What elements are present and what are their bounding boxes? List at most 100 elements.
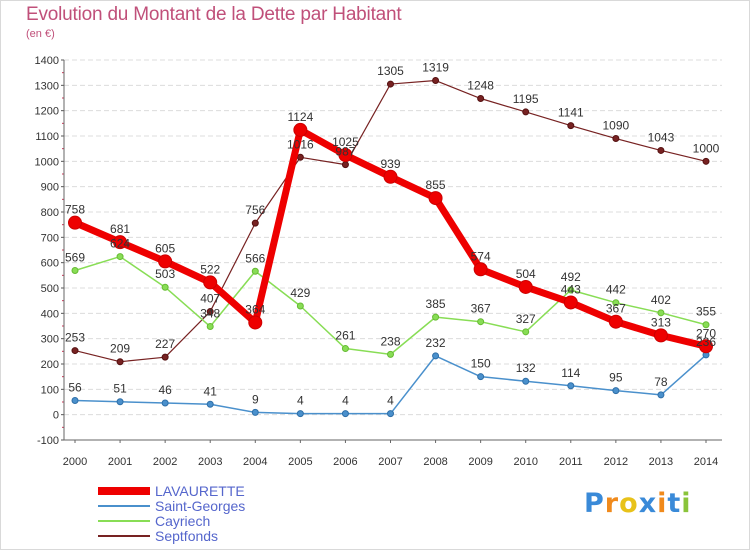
- data-label-saint-georges: 95: [609, 371, 623, 385]
- legend-swatch: [98, 487, 150, 495]
- x-tick-label: 2009: [468, 456, 492, 468]
- x-tick-label: 2006: [333, 456, 357, 468]
- x-tick-label: 2001: [108, 456, 132, 468]
- legend-swatch: [98, 520, 150, 522]
- legend-swatch: [98, 505, 150, 507]
- data-label-lavaurette: 367: [606, 302, 626, 316]
- data-label-saint-georges: 4: [387, 394, 394, 408]
- logo-letter: i: [681, 488, 692, 519]
- data-label-saint-georges: 51: [113, 382, 127, 396]
- data-label-cayriech: 367: [471, 302, 491, 316]
- data-point-septfonds: [116, 358, 124, 366]
- data-label-septfonds: 987: [335, 145, 355, 159]
- data-label-lavaurette: 855: [426, 178, 446, 192]
- data-point-saint-georges: [161, 399, 169, 407]
- data-point-lavaurette: [158, 254, 173, 269]
- data-label-septfonds: 1248: [467, 79, 494, 93]
- data-point-septfonds: [206, 308, 214, 316]
- data-label-cayriech: 385: [426, 297, 446, 311]
- y-tick-label: 1300: [35, 80, 59, 92]
- data-label-saint-georges: 114: [561, 366, 580, 380]
- data-label-lavaurette: 270: [696, 326, 716, 340]
- legend-label: LAVAURETTE: [155, 483, 245, 499]
- chart-unit: (en €): [26, 28, 55, 40]
- data-point-lavaurette: [203, 275, 218, 290]
- x-tick-label: 2011: [559, 456, 583, 468]
- data-label-lavaurette: 364: [245, 302, 265, 316]
- legend-label: Septfonds: [155, 528, 219, 544]
- logo-letter: o: [619, 488, 639, 519]
- data-point-septfonds: [161, 353, 169, 361]
- data-point-cayriech: [296, 302, 304, 310]
- y-tick-label: 1000: [35, 156, 59, 168]
- data-point-lavaurette: [653, 328, 668, 343]
- data-label-septfonds: 253: [65, 331, 85, 345]
- chart-title: Evolution du Montant de la Dette par Hab…: [26, 4, 402, 25]
- data-point-septfonds: [387, 80, 394, 88]
- legend-item: Septfonds: [98, 528, 318, 544]
- legend-label: Cayriech: [155, 513, 211, 529]
- data-point-cayriech: [522, 328, 530, 336]
- data-point-septfonds: [657, 146, 665, 154]
- proxiti-logo: Proxiti: [584, 488, 692, 519]
- legend-item: LAVAURETTE: [98, 483, 318, 499]
- data-point-septfonds: [612, 135, 620, 143]
- data-point-cayriech: [387, 350, 394, 358]
- data-point-lavaurette: [608, 314, 623, 329]
- data-point-saint-georges: [387, 410, 394, 418]
- data-label-saint-georges: 150: [471, 357, 491, 371]
- y-tick-label: 1400: [35, 55, 59, 67]
- data-label-saint-georges: 132: [516, 361, 536, 375]
- data-point-cayriech: [702, 321, 710, 329]
- data-point-saint-georges: [71, 396, 79, 404]
- data-label-septfonds: 756: [245, 203, 265, 217]
- y-tick-label: -100: [37, 435, 59, 447]
- data-label-saint-georges: 4: [297, 394, 304, 408]
- data-point-cayriech: [612, 299, 620, 307]
- data-label-cayriech: 492: [561, 270, 581, 284]
- logo-letter: x: [638, 488, 658, 519]
- data-point-saint-georges: [432, 352, 440, 360]
- data-label-septfonds: 209: [110, 342, 130, 356]
- data-label-cayriech: 442: [606, 283, 626, 297]
- data-label-lavaurette: 574: [471, 249, 491, 263]
- logo-letter: r: [604, 488, 620, 519]
- data-point-cayriech: [477, 318, 485, 326]
- x-tick-label: 2007: [378, 456, 402, 468]
- data-label-cayriech: 261: [335, 329, 355, 343]
- data-label-lavaurette: 939: [380, 157, 400, 171]
- data-point-cayriech: [341, 345, 349, 353]
- legend-swatch: [98, 535, 150, 537]
- data-label-septfonds: 227: [155, 337, 175, 351]
- data-point-saint-georges: [477, 373, 485, 381]
- x-tick-label: 2013: [649, 456, 673, 468]
- logo-letter: t: [667, 488, 682, 519]
- data-label-septfonds: 407: [200, 292, 220, 306]
- data-point-cayriech: [161, 283, 169, 291]
- logo-letter: i: [657, 488, 668, 519]
- data-point-lavaurette: [518, 279, 533, 294]
- data-label-septfonds: 1090: [603, 119, 630, 133]
- data-label-cayriech: 402: [651, 293, 671, 307]
- data-point-lavaurette: [338, 148, 353, 162]
- y-tick-label: 1100: [35, 131, 59, 143]
- data-label-lavaurette: 504: [516, 267, 536, 281]
- data-label-lavaurette: 522: [200, 262, 220, 276]
- legend-item: Saint-Georges: [98, 498, 318, 514]
- data-point-cayriech: [432, 313, 440, 321]
- legend: LAVAURETTE Saint-Georges Cayriech Septfonds: [98, 483, 318, 544]
- data-point-saint-georges: [206, 400, 214, 408]
- y-tick-label: 200: [41, 359, 59, 371]
- data-point-septfonds: [71, 347, 79, 355]
- data-point-saint-georges: [612, 387, 620, 395]
- data-point-lavaurette: [293, 122, 308, 137]
- data-label-saint-georges: 46: [158, 383, 172, 397]
- data-point-lavaurette: [383, 169, 398, 184]
- y-tick-label: 1200: [35, 106, 59, 118]
- data-point-cayriech: [206, 323, 214, 331]
- data-label-saint-georges: 4: [342, 394, 349, 408]
- data-point-cayriech: [567, 286, 575, 294]
- data-label-septfonds: 1000: [693, 141, 720, 155]
- x-tick-label: 2012: [604, 456, 628, 468]
- data-point-cayriech: [71, 267, 79, 275]
